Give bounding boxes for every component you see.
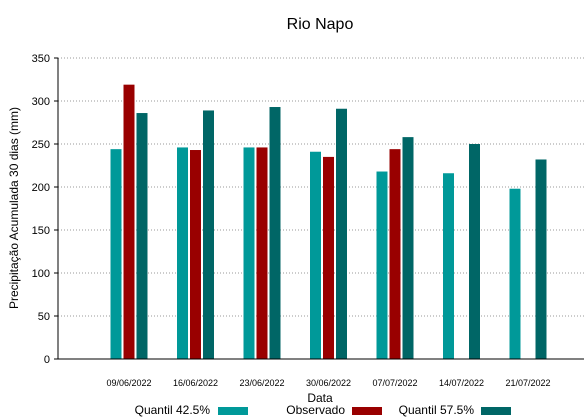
y-axis-label: Precipitação Acumulada 30 dias (mm)	[7, 107, 21, 309]
y-tick-label: 300	[32, 96, 50, 108]
chart-title: Rio Napo	[287, 16, 354, 33]
bar	[323, 156, 334, 359]
legend-label: Observado	[286, 403, 345, 417]
y-tick-label: 50	[38, 311, 50, 323]
y-tick-label: 100	[32, 268, 50, 280]
y-tick-label: 0	[44, 354, 50, 366]
bar	[243, 147, 255, 359]
bar	[310, 151, 321, 359]
bars	[110, 84, 547, 360]
legend: Quantil 42.5% Observado Quantil 57.5%	[135, 403, 511, 417]
legend-swatch	[352, 407, 382, 415]
x-tick-label: 14/07/2022	[439, 378, 484, 388]
bar	[336, 108, 347, 360]
legend-label: Quantil 42.5%	[135, 403, 211, 417]
legend-swatch	[481, 407, 511, 415]
y-tick-label: 250	[32, 139, 50, 151]
y-tick-label: 150	[32, 225, 50, 237]
bar	[190, 150, 201, 359]
bar	[376, 171, 388, 359]
bar	[110, 149, 122, 359]
legend-label: Quantil 57.5%	[399, 403, 475, 417]
x-axis-label: Data	[307, 391, 333, 405]
bar	[443, 173, 454, 359]
bar	[535, 159, 547, 359]
bar	[269, 107, 281, 360]
bar	[469, 144, 480, 359]
bar	[136, 113, 148, 359]
y-tick-label: 200	[32, 182, 50, 194]
x-ticks: 09/06/2022 16/06/2022 23/06/2022 30/06/2022…	[106, 378, 550, 388]
y-tick-label: 350	[32, 53, 50, 65]
bar	[402, 137, 414, 359]
bar	[256, 147, 268, 359]
x-tick-label: 23/06/2022	[239, 378, 284, 388]
bar	[509, 188, 521, 359]
x-tick-label: 21/07/2022	[505, 378, 550, 388]
x-tick-label: 16/06/2022	[173, 378, 218, 388]
x-tick-label: 07/07/2022	[372, 378, 417, 388]
bar	[177, 147, 188, 359]
bar	[389, 149, 401, 359]
x-tick-label: 09/06/2022	[106, 378, 151, 388]
bar	[203, 110, 214, 360]
bar	[123, 84, 135, 359]
legend-swatch	[218, 407, 248, 415]
y-ticks: 0 50 100 150 200 250 300 350	[32, 53, 58, 366]
x-tick-label: 30/06/2022	[306, 378, 351, 388]
